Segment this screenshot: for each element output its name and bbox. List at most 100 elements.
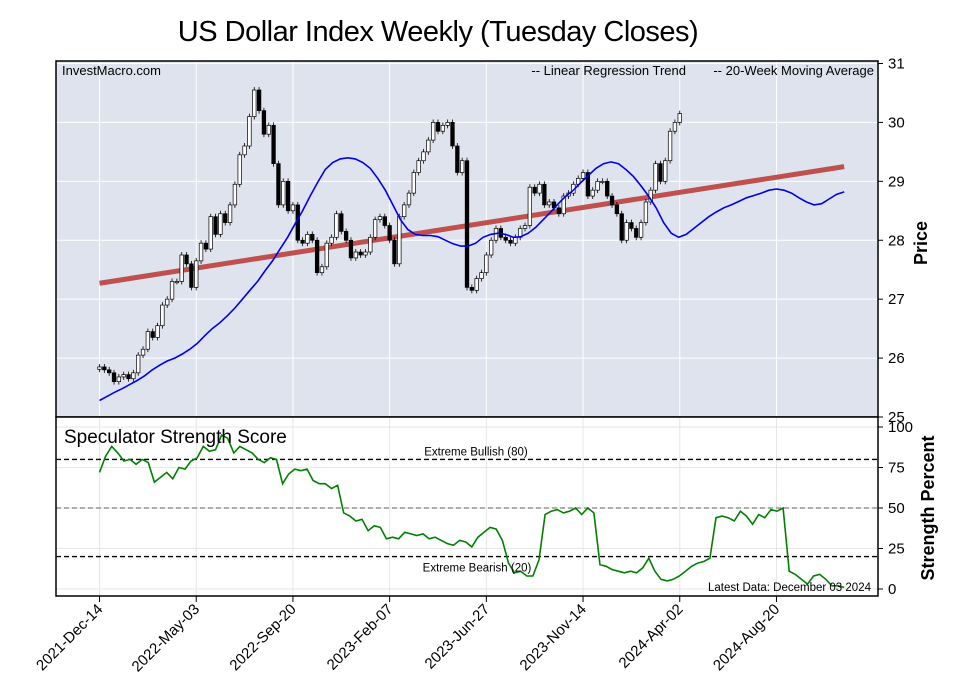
candle-body [198,242,204,262]
candle-body [580,172,586,179]
candle-body [474,278,479,291]
x-tick-label: 2024-Aug-20 [710,601,783,674]
candle-body [416,160,421,173]
candle-body [605,180,610,197]
candle-body [285,180,291,212]
candle-body [411,172,416,194]
candle-body [334,213,339,238]
candle-body [532,186,537,194]
candle-body [503,236,508,241]
price-y-axis: 25 26 27 28 29 30 31 [878,56,905,426]
candle-body [111,372,117,382]
candle-body [353,251,358,259]
candle-body [319,266,325,274]
score-y-axis: 0 25 50 75 100 [878,419,913,598]
score-tick-label: 100 [888,419,913,436]
strength-score-line [98,433,845,589]
candle-body [305,234,310,244]
candle-body [421,151,426,162]
extreme-bullish-label: Extreme Bullish (80) [424,446,528,458]
candle-body [629,222,634,229]
candle-body [634,228,639,238]
candle-body [300,239,305,244]
candle-body [218,213,223,235]
candle-body [638,222,644,238]
candle-body [247,116,252,147]
candle-body [527,186,533,226]
candle-body [522,225,528,229]
candle-body [547,201,552,206]
candle-body [479,272,484,279]
score-tick-label: 25 [888,541,905,558]
candle-body [194,260,199,288]
candle-body [174,281,180,284]
candle-body [624,222,629,241]
candle-body [343,231,349,241]
x-axis: 2021-Dec-14 2022-May-03 2022-Sep-20 2023-Fe… [33,596,783,675]
candle-body [445,122,450,126]
candle-body [281,180,286,206]
candle-body [140,348,146,356]
candle-body [348,239,354,259]
x-tick-label: 2022-May-03 [129,601,204,676]
candle-body [431,122,436,141]
moving-average-line [99,156,845,402]
candle-body [213,216,218,235]
candle-body [107,369,112,374]
candle-body [392,239,397,265]
candle-body [232,183,238,206]
price-tick-label: 25 [888,409,905,426]
candle-body [556,207,562,215]
candle-body [97,366,102,370]
candle-body [126,374,131,380]
x-tick-label: 2022-Sep-20 [226,601,299,674]
candle-body [155,325,160,338]
candle-body [464,160,470,288]
regression-trend-line [99,164,845,286]
candle-body [208,216,213,250]
candle-body [145,331,151,350]
chart-title: US Dollar Index Weekly (Tuesday Closes) [178,16,698,48]
legend-regression: -- Linear Regression Trend [531,63,686,78]
price-tick-label: 30 [888,114,905,131]
candle-body [377,216,383,220]
candle-body [585,172,591,197]
candle-body [102,366,107,371]
candle-body [595,180,600,191]
strength-axis-label: Strength Percent [918,435,938,580]
candle-body [561,195,566,215]
score-tick-label: 75 [888,460,905,477]
candle-body [179,254,184,282]
extreme-bearish-label: Extreme Bearish (20) [423,563,532,575]
candle-body [339,213,344,232]
candle-body [310,234,315,241]
candle-body [372,219,378,238]
candle-body [609,195,615,206]
candle-body [242,145,247,156]
candle-body [160,304,165,327]
candle-body [165,298,170,306]
candle-body [184,254,189,265]
candle-body [271,125,276,165]
candle-body [116,376,122,383]
price-tick-label: 31 [888,56,905,73]
candle-body [460,160,465,173]
candle-body [131,372,136,380]
score-panel-title: Speculator Strength Score [64,427,287,448]
candle-body [590,189,595,197]
candle-body [406,192,412,206]
price-panel: InvestMacro.com -- Linear Regression Tre… [55,56,931,426]
candle-body [237,154,242,185]
x-tick-label: 2023-Jun-27 [422,601,494,673]
x-tick-label: 2023-Nov-14 [517,601,590,674]
candle-body [401,204,407,218]
candle-body [368,236,373,253]
price-tick-label: 27 [888,291,905,308]
candle-body [363,251,368,256]
price-tick-label: 28 [888,232,905,249]
candle-body [290,204,296,212]
score-panel-frame [55,416,879,597]
score-tick-label: 50 [888,500,905,517]
candle-body [261,110,267,135]
